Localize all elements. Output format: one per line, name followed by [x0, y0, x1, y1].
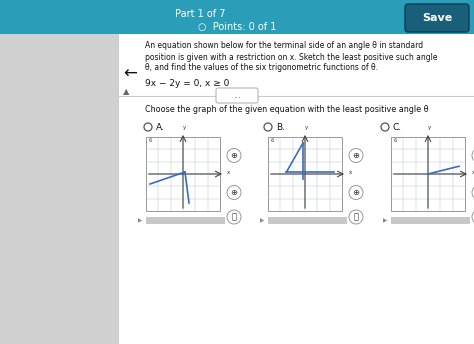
Text: 9x − 2y = 0, x ≥ 0: 9x − 2y = 0, x ≥ 0	[145, 78, 229, 87]
Text: A.: A.	[156, 122, 165, 131]
Text: Save: Save	[422, 13, 452, 23]
Circle shape	[349, 210, 363, 224]
Text: x: x	[472, 171, 474, 175]
Bar	[391, 137, 465, 211]
Bar	[0, 32, 118, 344]
Circle shape	[227, 185, 241, 200]
Bar	[391, 217, 470, 224]
Text: x: x	[227, 171, 230, 175]
Text: x: x	[349, 171, 352, 175]
Bar	[268, 217, 347, 224]
Text: 6: 6	[394, 138, 397, 143]
Text: 6: 6	[149, 138, 152, 143]
Bar	[118, 32, 474, 344]
Text: C.: C.	[393, 122, 402, 131]
Text: ▶: ▶	[138, 218, 142, 223]
Bar	[146, 137, 220, 211]
Text: y: y	[182, 125, 186, 130]
Text: ⧉: ⧉	[354, 213, 358, 222]
Text: ▶: ▶	[260, 218, 264, 223]
Text: Choose the graph of the given equation with the least positive angle θ: Choose the graph of the given equation w…	[145, 106, 428, 115]
FancyBboxPatch shape	[405, 4, 469, 32]
Text: An equation shown below for the terminal side of an angle θ in standard: An equation shown below for the terminal…	[145, 42, 423, 51]
Circle shape	[472, 210, 474, 224]
Circle shape	[349, 185, 363, 200]
Text: 6: 6	[271, 138, 274, 143]
Text: ...: ...	[233, 90, 241, 99]
Circle shape	[472, 185, 474, 200]
Bar	[146, 217, 225, 224]
Bar	[0, 0, 474, 34]
Bar	[268, 137, 342, 211]
FancyBboxPatch shape	[216, 88, 258, 103]
Text: ⧉: ⧉	[231, 213, 237, 222]
Text: y: y	[428, 125, 430, 130]
Text: ▲: ▲	[123, 87, 129, 97]
Text: position is given with a restriction on x. Sketch the least positive such angle: position is given with a restriction on …	[145, 53, 438, 62]
Text: Part 1 of 7: Part 1 of 7	[175, 9, 225, 19]
Circle shape	[227, 149, 241, 162]
Text: ⊕: ⊕	[353, 188, 359, 197]
Text: y: y	[304, 125, 308, 130]
Text: ▶: ▶	[383, 218, 387, 223]
Text: ◄: ◄	[229, 218, 233, 223]
Text: ◄: ◄	[351, 218, 355, 223]
Text: ←: ←	[123, 65, 137, 83]
Text: ⊕: ⊕	[230, 188, 237, 197]
Text: ⊕: ⊕	[353, 151, 359, 160]
Circle shape	[227, 210, 241, 224]
Text: ⊕: ⊕	[230, 151, 237, 160]
Text: θ, and find the values of the six trigonometric functions of θ.: θ, and find the values of the six trigon…	[145, 64, 378, 73]
Circle shape	[349, 149, 363, 162]
Text: B.: B.	[276, 122, 285, 131]
Text: ○  Points: 0 of 1: ○ Points: 0 of 1	[198, 22, 276, 32]
Circle shape	[472, 149, 474, 162]
